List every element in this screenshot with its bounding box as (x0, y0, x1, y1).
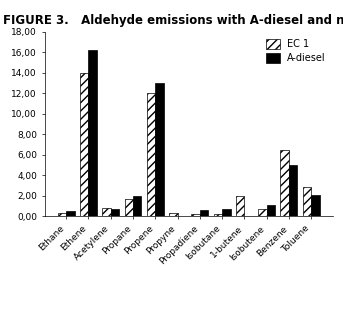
Bar (66, 211, 75, 216)
Bar (58, 213, 66, 216)
Bar (102, 208, 111, 216)
Bar (200, 210, 208, 216)
Bar (155, 83, 164, 216)
Bar (111, 209, 119, 216)
Bar (303, 187, 311, 216)
Bar (133, 196, 141, 216)
Bar (214, 214, 222, 216)
Bar (267, 205, 275, 216)
Text: FIGURE 3.   Aldehyde emissions with A-diesel and net EC-1 diesel: FIGURE 3. Aldehyde emissions with A-dies… (3, 14, 343, 27)
Bar (289, 165, 297, 216)
Bar (125, 199, 133, 216)
Bar (80, 73, 88, 216)
Bar (236, 196, 244, 216)
Bar (147, 93, 155, 216)
Bar (311, 195, 320, 216)
Bar (88, 50, 97, 216)
Legend: EC 1, A-diesel: EC 1, A-diesel (264, 37, 328, 65)
Bar (169, 213, 178, 216)
Bar (222, 209, 230, 216)
Bar (281, 150, 289, 216)
Bar (191, 214, 200, 216)
Bar (258, 209, 267, 216)
